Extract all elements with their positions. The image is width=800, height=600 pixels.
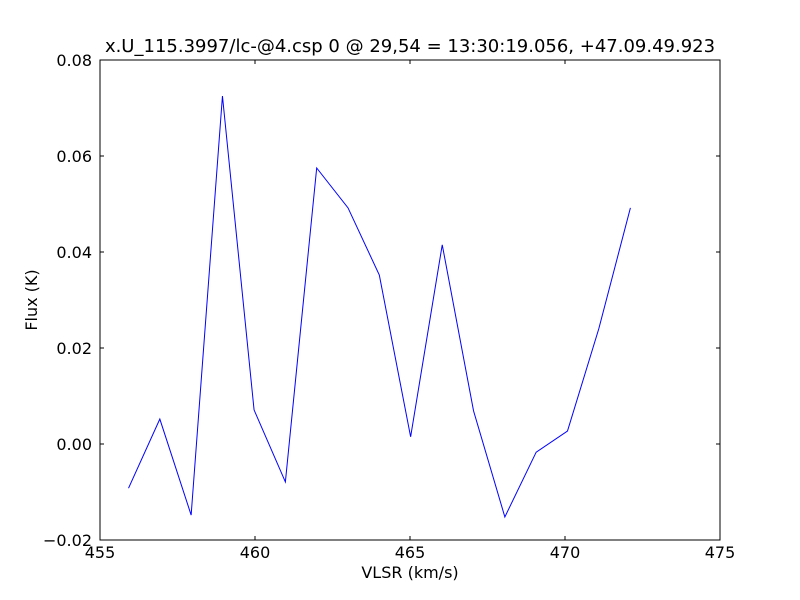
data-line (128, 95, 631, 519)
x-tick-label: 455 (85, 543, 116, 562)
x-tick-label: 470 (550, 543, 581, 562)
y-tick-label: 0.00 (56, 435, 92, 454)
plot-frame (99, 59, 721, 541)
y-tick-label: −0.02 (43, 531, 92, 550)
x-tick-label: 465 (395, 543, 426, 562)
y-tick-label: 0.08 (56, 51, 92, 70)
y-tick-label: 0.02 (56, 339, 92, 358)
x-axis-label: VLSR (km/s) (361, 563, 458, 582)
chart-title: x.U_115.3997/lc-@4.csp 0 @ 29,54 = 13:30… (105, 36, 715, 57)
x-tick-label: 460 (240, 543, 271, 562)
x-tick-label: 475 (705, 543, 736, 562)
y-tick-label: 0.04 (56, 243, 92, 262)
y-axis-label: Flux (K) (22, 269, 41, 330)
y-tick-label: 0.06 (56, 147, 92, 166)
